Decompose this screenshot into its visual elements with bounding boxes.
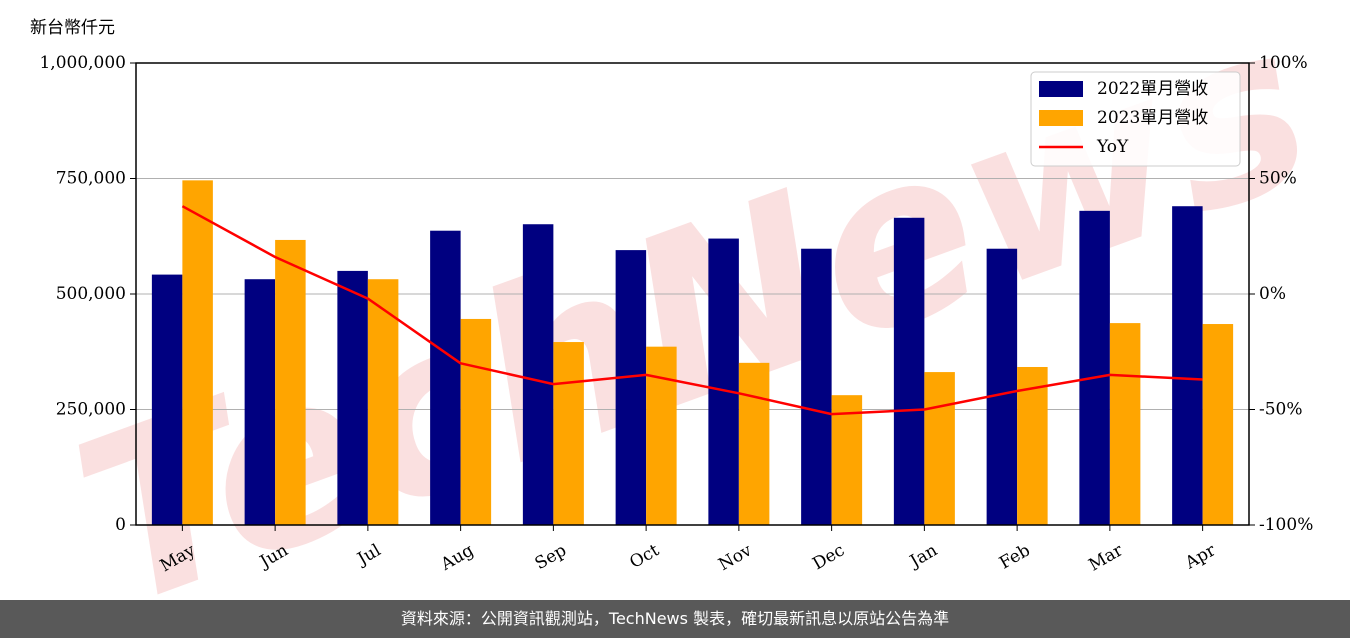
x-tick-label: Apr <box>1181 540 1220 574</box>
unit-label: 新台幣仟元 <box>30 18 115 38</box>
bar-2023 <box>1202 324 1234 525</box>
bar-2023 <box>367 279 399 525</box>
x-tick-label: Nov <box>715 540 755 575</box>
bar-2022 <box>615 250 647 526</box>
left-tick-label: 0 <box>115 515 126 535</box>
bar-2022 <box>522 224 554 525</box>
x-tick-label: Feb <box>996 540 1034 573</box>
bars <box>151 180 1234 526</box>
bar-2023 <box>1017 366 1048 525</box>
bar-2023 <box>1109 323 1141 525</box>
right-tick-label: 0% <box>1259 284 1286 304</box>
right-tick-label: 50% <box>1259 169 1297 189</box>
bar-2022 <box>337 270 368 525</box>
bar-2022 <box>430 230 461 525</box>
x-tick-label: Oct <box>626 540 662 573</box>
right-tick-label: -50% <box>1259 400 1303 420</box>
yoy-line-layer <box>181 205 1203 416</box>
left-tick-label: 1,000,000 <box>39 53 126 73</box>
x-tick-label: Sep <box>532 540 570 574</box>
bar-2023 <box>275 239 306 526</box>
left-tick-label: 500,000 <box>56 284 126 304</box>
bar-2022 <box>1172 206 1203 525</box>
legend-box <box>1030 71 1241 167</box>
source-footer: 資料來源：公開資訊觀測站，TechNews 製表，確切最新訊息以原站公告為準 <box>0 600 1350 638</box>
legend-label: 2022單月營收 <box>1097 79 1208 99</box>
bar-2023 <box>738 362 770 525</box>
bar-2023 <box>924 372 955 525</box>
legend-swatch-1 <box>1039 110 1083 126</box>
bar-2022 <box>893 217 925 525</box>
bar-2023 <box>553 342 584 525</box>
bar-2022 <box>801 248 832 525</box>
legend-label: 2023單月營收 <box>1097 108 1208 128</box>
bar-2022 <box>244 279 276 525</box>
legend-label: YoY <box>1096 137 1129 157</box>
bar-2022 <box>1079 210 1110 525</box>
bar-2023 <box>460 318 492 525</box>
bar-2022 <box>151 274 183 525</box>
bar-2023 <box>831 395 863 525</box>
x-tick-label: Jan <box>905 540 941 572</box>
legend: 2022單月營收 2023單月營收 YoY <box>1030 71 1241 167</box>
right-tick-label: -100% <box>1259 515 1313 535</box>
x-tick-label: Mar <box>1085 540 1127 576</box>
revenue-yoy-chart: TechNews 0250,000500,000750,0001,000,000… <box>30 0 1342 600</box>
bar-2023 <box>646 346 677 525</box>
bar-2022 <box>708 238 739 525</box>
left-tick-label: 250,000 <box>56 400 126 420</box>
yoy-line <box>181 205 1203 416</box>
legend-swatch-0 <box>1039 81 1083 97</box>
left-tick-label: 750,000 <box>56 169 126 189</box>
right-tick-label: 100% <box>1259 53 1308 73</box>
bar-2022 <box>986 248 1018 525</box>
bar-2023 <box>182 180 213 525</box>
x-tick-label: Dec <box>809 540 848 574</box>
